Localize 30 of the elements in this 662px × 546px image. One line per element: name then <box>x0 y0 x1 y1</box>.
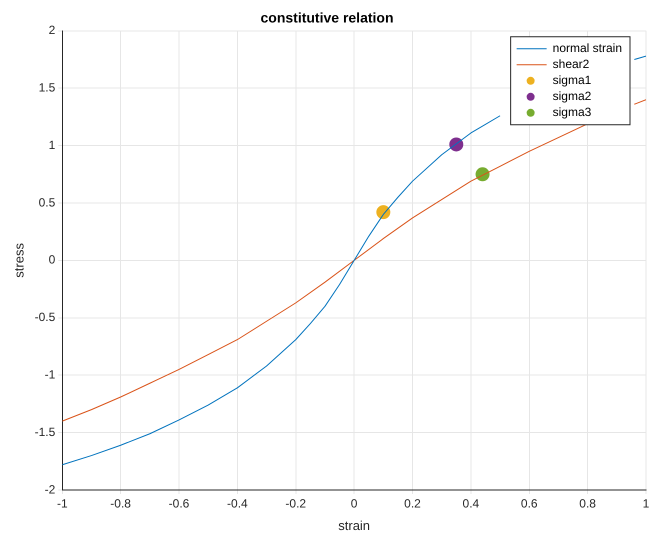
legend-label: shear2 <box>552 57 590 72</box>
y-tick-label: 0.5 <box>38 195 56 210</box>
y-tick-label: -2 <box>44 482 56 496</box>
x-tick-label: 0 <box>350 496 358 511</box>
y-tick-label: 1.5 <box>38 80 56 95</box>
y-tick-label: 0 <box>48 252 56 267</box>
x-tick-label: 0.6 <box>520 496 538 511</box>
chart-title: constitutive relation <box>260 9 394 26</box>
x-tick-label: -0.4 <box>227 496 248 511</box>
x-tick-label: 0.8 <box>579 496 596 511</box>
x-tick-label: -0.2 <box>285 496 306 511</box>
x-tick-label: 0.2 <box>404 496 422 511</box>
y-axis-title: stress <box>11 242 26 278</box>
y-tick-label: -0.5 <box>34 310 56 324</box>
legend-label: sigma2 <box>552 89 592 104</box>
point <box>476 167 490 182</box>
legend-label: normal strain <box>552 41 622 56</box>
x-tick-label: 1 <box>642 496 650 511</box>
legend-label: sigma1 <box>552 73 592 88</box>
legend-label: sigma3 <box>552 105 592 120</box>
y-tick-label: -1.5 <box>34 424 56 439</box>
y-tick-label: 2 <box>48 23 56 38</box>
point <box>449 137 464 152</box>
y-tick-label: -1 <box>44 368 56 382</box>
x-tick-label: -0.6 <box>168 496 190 511</box>
y-tick-label: 1 <box>48 138 56 152</box>
point <box>376 205 390 220</box>
x-axis-title: strain <box>338 518 370 533</box>
x-tick-label: -0.8 <box>110 496 132 511</box>
x-tick-label: 0.4 <box>462 496 480 511</box>
